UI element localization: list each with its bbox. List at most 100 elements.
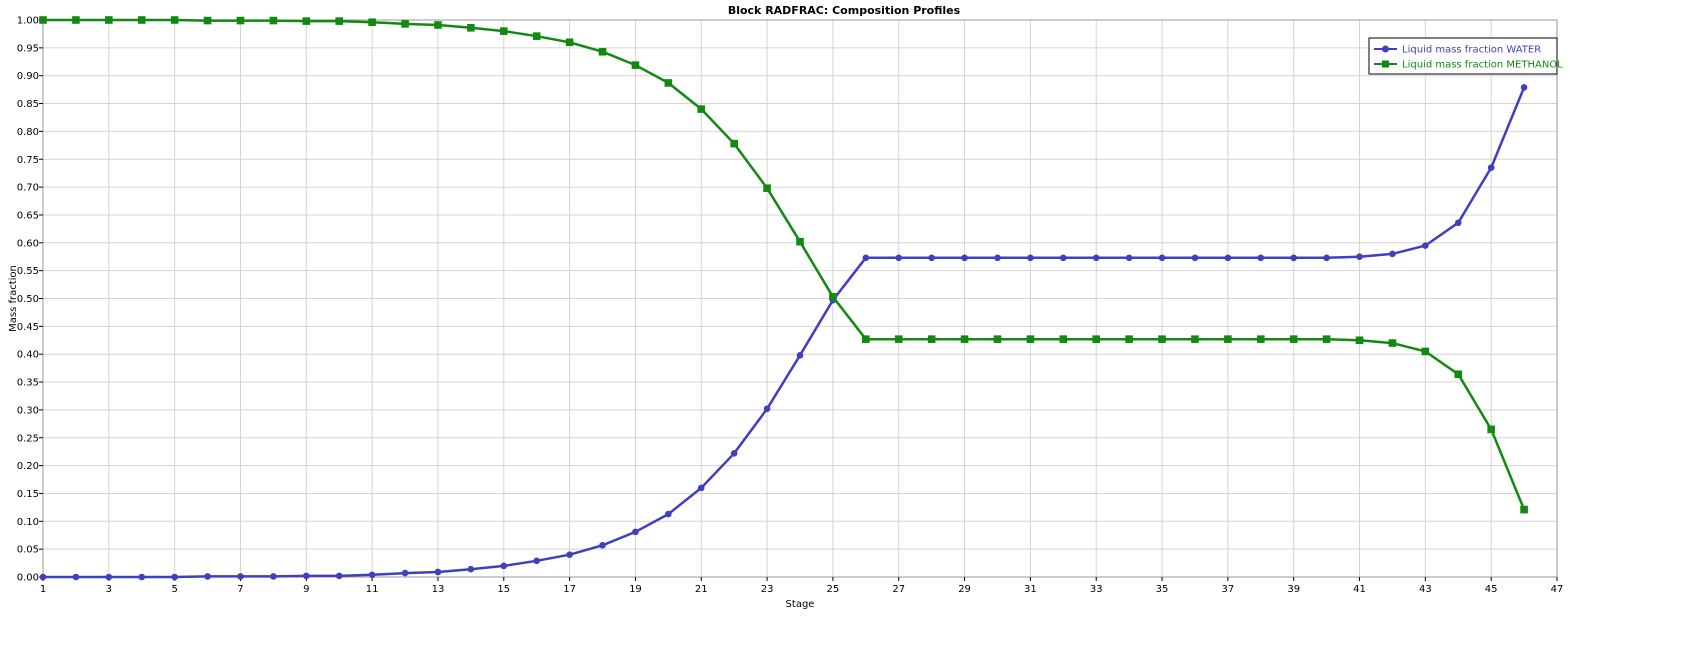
legend-marker-water (1382, 45, 1389, 53)
y-tick-label: 0.00 (17, 573, 39, 584)
data-point-water (1125, 254, 1133, 262)
data-point-water (730, 450, 738, 457)
data-point-methanol (1125, 335, 1133, 343)
data-point-water (763, 405, 771, 413)
x-tick-label: 13 (432, 584, 445, 595)
data-point-water (1060, 254, 1067, 262)
data-point-water (500, 562, 508, 570)
x-tick-label: 7 (237, 584, 243, 595)
data-point-methanol (1289, 335, 1298, 343)
y-tick-label: 1.00 (17, 16, 39, 27)
data-point-methanol (796, 237, 804, 246)
data-point-water (335, 572, 343, 580)
data-point-methanol (1421, 347, 1430, 356)
y-tick-label: 0.35 (17, 378, 39, 389)
data-point-methanol (1388, 339, 1397, 347)
data-point-methanol (927, 335, 936, 343)
data-point-methanol (829, 293, 837, 301)
data-point-water (39, 573, 47, 581)
data-point-water (1092, 254, 1100, 262)
y-tick-label: 0.90 (17, 71, 39, 82)
x-tick-label: 9 (303, 584, 309, 595)
data-point-water (401, 569, 409, 577)
data-point-water (533, 557, 540, 565)
data-point-methanol (730, 139, 738, 148)
data-point-methanol (499, 27, 508, 35)
y-tick-label: 0.95 (17, 43, 39, 54)
y-tick-label: 0.85 (17, 99, 39, 110)
data-point-methanol (368, 18, 376, 27)
data-point-water (138, 573, 146, 581)
data-point-methanol (1454, 370, 1463, 379)
data-point-methanol (1059, 335, 1068, 343)
grid (42, 19, 1558, 578)
x-tick-label: 41 (1353, 584, 1366, 595)
data-point-methanol (434, 21, 442, 29)
data-point-water (72, 573, 80, 581)
data-point-methanol (532, 32, 541, 40)
data-point-water (204, 573, 211, 580)
legend: Liquid mass fraction WATER Liquid mass f… (1368, 37, 1563, 75)
data-point-water (961, 254, 968, 262)
data-point-water (303, 572, 310, 580)
y-tick-label: 0.45 (17, 322, 39, 333)
y-tick-label: 0.50 (17, 294, 39, 305)
x-tick-label: 29 (958, 584, 971, 595)
data-point-methanol (236, 16, 245, 25)
data-point-water (1224, 254, 1232, 262)
data-point-water (105, 573, 113, 581)
y-tick-label: 0.40 (17, 350, 39, 361)
data-point-methanol (631, 61, 640, 69)
data-point-methanol (72, 16, 80, 24)
data-point-methanol (565, 38, 574, 47)
data-point-water (1389, 250, 1396, 258)
data-point-methanol (105, 16, 113, 24)
x-tick-label: 11 (366, 584, 379, 595)
data-point-water (1520, 84, 1528, 91)
data-point-methanol (763, 184, 771, 193)
data-point-methanol (993, 335, 1002, 343)
x-tick-label: 39 (1287, 584, 1300, 595)
x-tick-label: 43 (1419, 584, 1432, 595)
data-point-water (270, 573, 277, 580)
data-point-water (1158, 254, 1166, 262)
data-point-water (1454, 219, 1462, 227)
data-point-methanol (894, 335, 903, 343)
data-point-water (1257, 254, 1265, 262)
data-point-methanol (467, 23, 475, 32)
data-point-methanol (1520, 505, 1528, 514)
data-point-methanol (137, 16, 146, 24)
y-tick-label: 0.60 (17, 238, 39, 249)
data-point-water (1356, 253, 1363, 261)
data-point-methanol (1158, 335, 1166, 343)
y-tick-label: 0.25 (17, 433, 39, 444)
y-tick-label: 0.70 (17, 183, 39, 194)
legend-label-methanol: Liquid mass fraction METHANOL (1402, 60, 1563, 71)
data-point-water (237, 573, 244, 580)
data-point-methanol (1191, 335, 1199, 343)
data-point-water (895, 254, 903, 262)
data-point-methanol (598, 47, 607, 56)
x-tick-label: 23 (761, 584, 774, 595)
x-axis-title: Stage (786, 599, 815, 610)
y-tick-label: 0.75 (17, 155, 39, 166)
x-tick-label: 17 (563, 584, 576, 595)
x-tick-label: 37 (1222, 584, 1235, 595)
series-layer (39, 16, 1528, 581)
data-point-methanol (960, 335, 969, 343)
x-tick-label: 27 (892, 584, 905, 595)
data-point-water (1290, 254, 1297, 262)
x-tick-label: 21 (695, 584, 708, 595)
y-tick-label: 0.65 (17, 210, 39, 221)
data-point-methanol (1026, 335, 1035, 343)
data-point-water (1422, 242, 1429, 249)
x-tick-label: 45 (1485, 584, 1498, 595)
y-tick-label: 0.30 (17, 405, 39, 416)
x-tick-label: 25 (827, 584, 840, 595)
x-tick-label: 19 (629, 584, 642, 595)
data-point-water (862, 254, 870, 262)
data-point-methanol (1224, 335, 1232, 343)
data-point-methanol (1355, 336, 1364, 345)
data-point-methanol (203, 16, 212, 25)
